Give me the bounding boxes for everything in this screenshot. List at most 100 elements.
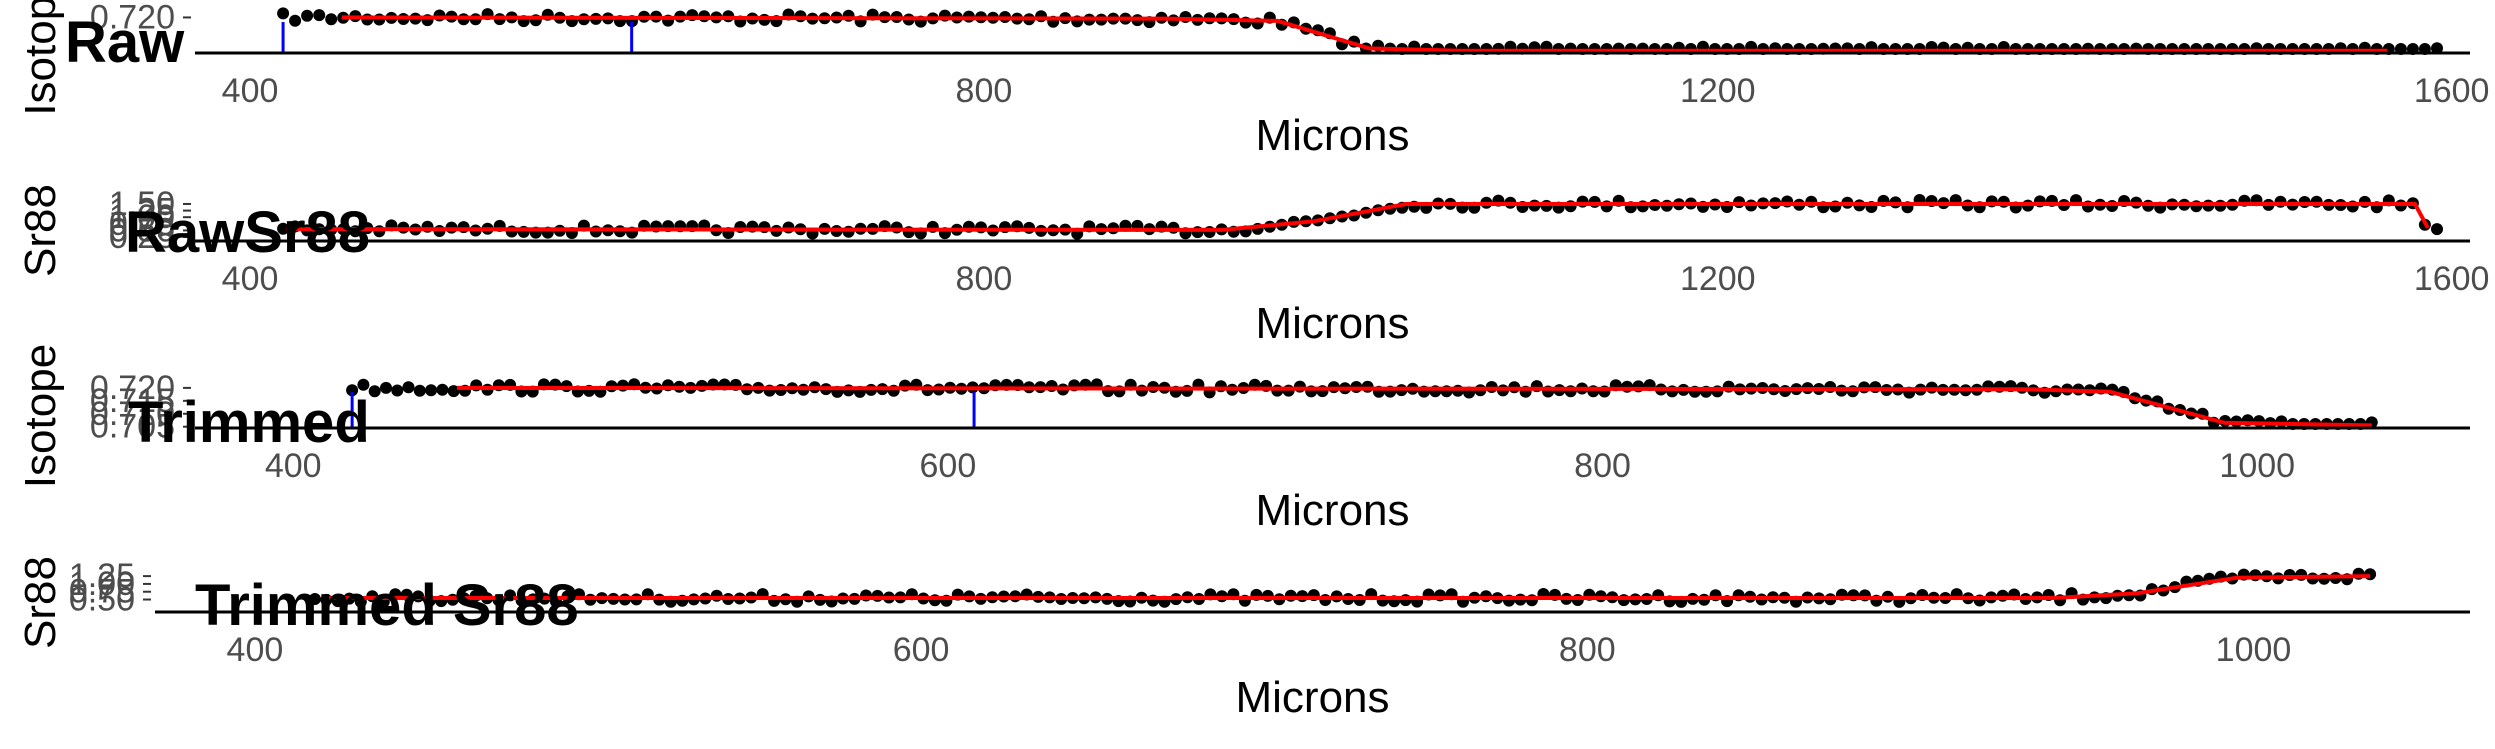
y-axis-title: Sr88 <box>16 184 65 277</box>
data-point <box>2283 569 2296 581</box>
data-point <box>1588 195 1601 208</box>
data-point <box>368 385 381 398</box>
x-tick-label: 1200 <box>1680 260 1756 298</box>
y-tick-label: 0.50 <box>109 211 175 249</box>
x-tick-label: 400 <box>227 631 284 669</box>
x-tick-label: 1000 <box>2219 447 2295 485</box>
data-point <box>1621 380 1634 393</box>
data-point <box>1035 10 1048 23</box>
y-tick-label: 0.25 <box>109 218 175 256</box>
y-tick-label: 0.710 <box>90 395 175 433</box>
data-point <box>2431 223 2443 236</box>
x-tick-label: 1600 <box>2414 72 2490 110</box>
data-point <box>325 13 338 26</box>
data-points <box>346 378 2378 430</box>
x-tick-label: 1000 <box>2216 631 2292 669</box>
data-point <box>2358 195 2371 208</box>
y-tick-label: 1.50 <box>109 185 175 223</box>
data-point <box>1167 221 1180 234</box>
y-tick-label: 0.75 <box>109 205 175 243</box>
y-tick-label: 0.715 <box>90 382 175 420</box>
data-point <box>457 221 470 234</box>
y-tick-label: 0.75 <box>69 573 135 611</box>
data-point <box>402 381 415 394</box>
y-tick-label: 1.25 <box>109 192 175 230</box>
data-point <box>782 221 795 234</box>
panel-1: 400 800 1200 1600 0.720 Microns Isotope Raw <box>16 0 2489 160</box>
smooth-line <box>341 15 2388 53</box>
data-points <box>277 194 2443 240</box>
smooth-line <box>286 202 2430 232</box>
data-point <box>313 9 326 22</box>
y-tick-label: 0.50 <box>69 581 135 619</box>
y-tick-label: 0.720 <box>90 369 175 407</box>
data-point <box>871 589 884 602</box>
x-tick-label: 600 <box>893 631 950 669</box>
x-tick-label: 1200 <box>1680 72 1756 110</box>
x-tick-label: 600 <box>920 447 977 485</box>
x-axis-title: Microns <box>1255 111 1409 160</box>
data-point <box>589 225 602 238</box>
data-point <box>1282 384 1295 397</box>
data-point <box>301 9 314 22</box>
data-point <box>1203 226 1216 238</box>
data-point <box>447 385 460 398</box>
data-point <box>361 13 374 26</box>
data-point <box>373 225 386 238</box>
data-point <box>1271 384 1284 397</box>
x-axis-title: Microns <box>1255 486 1409 535</box>
y-axis-title: Isotope <box>16 0 65 116</box>
y-tick-label: 1.00 <box>109 198 175 236</box>
data-point <box>1261 589 1274 602</box>
data-points <box>277 7 2443 55</box>
y-tick-label: 0.720 <box>90 0 175 36</box>
data-point <box>380 381 392 394</box>
data-point <box>413 384 426 397</box>
data-point <box>289 14 302 27</box>
x-axis-title: Microns <box>1235 673 1389 722</box>
x-tick-label: 800 <box>956 260 1013 298</box>
data-point <box>890 221 903 234</box>
x-tick-label: 400 <box>222 72 279 110</box>
panel-title: Trimmed Sr88 <box>195 573 579 638</box>
data-point <box>277 7 290 20</box>
data-point <box>436 383 449 396</box>
panel-2: 400 800 1200 1600 0.250.500.751.001.251.50 Mi… <box>16 184 2489 348</box>
data-point <box>2431 42 2443 55</box>
x-tick-label: 800 <box>956 72 1013 110</box>
y-axis-title: Sr88 <box>16 556 65 649</box>
data-point <box>425 384 438 397</box>
data-point <box>308 593 321 605</box>
data-points <box>308 567 2377 608</box>
x-tick-label: 800 <box>1559 631 1616 669</box>
data-point <box>1617 594 1630 607</box>
data-point <box>1824 381 1837 393</box>
data-point <box>357 378 370 391</box>
y-tick-label: 1.00 <box>69 565 135 603</box>
y-tick-label: 1.25 <box>69 557 135 595</box>
panel-title: Trimmed <box>128 390 370 455</box>
data-point <box>1451 384 1464 397</box>
panel-title: RawSr88 <box>125 200 370 265</box>
x-axis-title: Microns <box>1255 299 1409 348</box>
panel-title: Raw <box>65 10 185 75</box>
smooth-line <box>321 574 2371 600</box>
smooth-line <box>456 385 2372 428</box>
data-point <box>1846 385 1859 398</box>
data-point <box>1399 594 1412 607</box>
y-axis-title: Isotope <box>16 344 65 488</box>
data-point <box>277 222 290 235</box>
panel-4: 400 600 800 1000 0.500.751.001.25 Microns Sr88… <box>16 556 2470 722</box>
x-tick-label: 400 <box>222 260 279 298</box>
data-point <box>433 9 446 22</box>
data-point <box>373 13 386 26</box>
y-tick-label: 0.705 <box>90 408 175 446</box>
data-point <box>346 384 359 397</box>
data-point <box>391 384 404 397</box>
data-point <box>842 384 855 397</box>
x-tick-label: 800 <box>1574 447 1631 485</box>
data-point <box>1135 384 1148 397</box>
x-tick-label: 400 <box>265 447 322 485</box>
